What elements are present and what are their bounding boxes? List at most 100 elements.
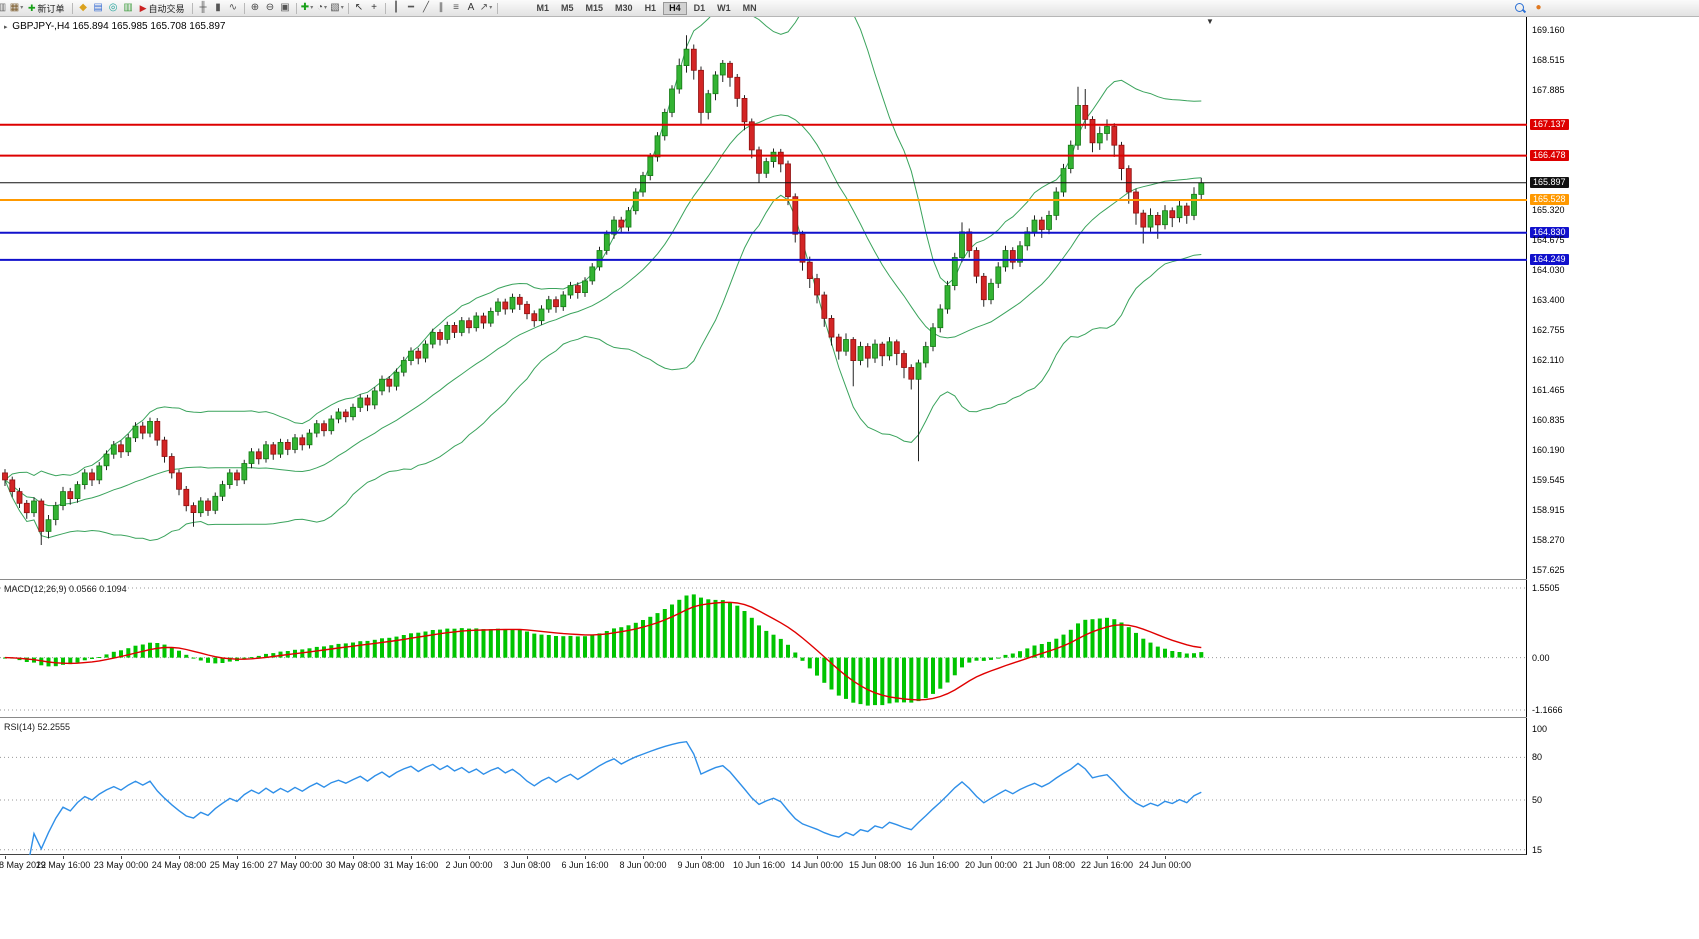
timeframe-h4[interactable]: H4 [663, 1, 687, 15]
time-axis-label: 24 May 08:00 [151, 860, 207, 870]
time-tick [121, 856, 122, 859]
time-tick [411, 856, 412, 859]
text-tool-icon[interactable]: A [467, 2, 475, 13]
price-axis-label: 160.190 [1532, 444, 1565, 455]
time-tick [469, 856, 470, 859]
price-axis-label: 159.545 [1532, 475, 1565, 486]
templates-icon[interactable]: ▧ ▾ [330, 2, 344, 13]
macd-canvas[interactable] [0, 580, 1527, 717]
zoom-out-icon[interactable]: ⊖ [265, 2, 275, 13]
terminal-icon[interactable]: ▥ [123, 2, 133, 13]
time-axis-label: 10 Jun 16:00 [732, 860, 786, 870]
price-axis-label: 162.755 [1532, 324, 1565, 335]
price-line-label: 165.897 [1530, 176, 1569, 188]
navigator-icon[interactable]: ◎ [108, 2, 118, 13]
timeframe-d1[interactable]: D1 [693, 2, 706, 13]
zoom-in-icon[interactable]: ⊕ [250, 2, 260, 13]
chart-shift-marker[interactable]: ▼ [1206, 17, 1214, 26]
window-list-icon[interactable]: ▥ [0, 2, 7, 13]
time-axis-label: 15 Jun 08:00 [848, 860, 902, 870]
time-tick [991, 856, 992, 859]
horizontal-line-icon[interactable]: ━ [407, 2, 415, 13]
data-window-icon[interactable]: ▤ [93, 2, 103, 13]
time-axis-label: 14 Jun 00:00 [790, 860, 844, 870]
time-axis-label: 16 Jun 16:00 [906, 860, 960, 870]
time-axis-label: 3 Jun 08:00 [503, 860, 551, 870]
price-axis[interactable]: 167.137 166.478 165.897 165.528 164.830 164.2… [1528, 17, 1699, 874]
candlestick-chart-icon[interactable]: ▮ [215, 2, 221, 13]
cursor-icon[interactable]: ↖ [354, 2, 364, 13]
macd-axis-label: -1.1666 [1532, 705, 1563, 715]
rsi-axis-label: 15 [1532, 844, 1543, 855]
time-tick [643, 856, 644, 859]
new-order-button[interactable]: ✚ 新订单 [24, 1, 69, 15]
time-tick [295, 856, 296, 859]
rsi-value: 52.2555 [37, 722, 71, 732]
price-axis-label: 168.515 [1532, 55, 1565, 66]
price-axis-label: 160.835 [1532, 414, 1565, 425]
rsi-axis-label: 80 [1532, 752, 1543, 763]
chart-plot-area[interactable]: ▸ GBPJPY-,H4 165.894 165.985 165.708 165… [0, 17, 1527, 870]
price-axis-label: 158.270 [1532, 534, 1565, 545]
autotrading-button-label: 自动交易 [148, 3, 185, 14]
time-tick [63, 856, 64, 859]
toolbar-separator [496, 2, 498, 14]
price-line-label: 166.478 [1530, 149, 1569, 161]
timeframe-m30[interactable]: M30 [615, 2, 633, 13]
vertical-line-icon[interactable]: ┃ [392, 2, 400, 13]
time-tick [353, 856, 354, 859]
toolbar-separator [191, 2, 193, 14]
timeframe-m1[interactable]: M1 [536, 2, 550, 13]
toolbar-separator [384, 2, 386, 14]
macd-histogram [3, 594, 1204, 706]
time-axis-label: 22 Jun 16:00 [1080, 860, 1134, 870]
time-axis-label: 18 May 2022 [0, 860, 47, 870]
line-chart-icon[interactable]: ∿ [228, 2, 238, 13]
toolbar-separator [243, 2, 245, 14]
symbol-period-label: GBPJPY-,H4 [12, 21, 70, 32]
crosshair-icon[interactable]: + [371, 2, 377, 13]
bar-chart-icon[interactable]: ╫ [199, 2, 207, 13]
trendline-icon[interactable]: ╱ [422, 2, 430, 13]
fibonacci-icon[interactable]: ≡ [453, 2, 459, 13]
time-tick [179, 856, 180, 859]
time-axis-label: 6 Jun 16:00 [561, 860, 609, 870]
price-axis-label: 164.030 [1532, 265, 1565, 276]
timeframe-mn[interactable]: MN [742, 2, 757, 13]
search-icon[interactable] [1513, 1, 1528, 15]
toolbar-separator [295, 2, 297, 14]
arrows-tool-icon[interactable]: ↗ ▾ [479, 2, 493, 13]
price-axis-label: 158.915 [1532, 504, 1565, 515]
periods-icon[interactable]: ◔ ▾ [316, 2, 328, 13]
time-axis-label: 30 May 08:00 [325, 860, 381, 870]
alerts-icon[interactable]: ● [1535, 2, 1542, 13]
time-axis-label: 2 Jun 00:00 [445, 860, 493, 870]
time-tick [1107, 856, 1108, 859]
autotrading-button-icon: ▶ [139, 2, 147, 13]
tile-windows-icon[interactable]: ▣ [280, 2, 290, 13]
price-line-label: 164.249 [1530, 253, 1569, 265]
timeframe-m5[interactable]: M5 [561, 2, 574, 13]
rsi-label: RSI(14) 52.2555 [4, 722, 70, 732]
chart-title-marker-icon: ▸ [4, 24, 8, 31]
new-chart-icon[interactable]: ▦ ▾ [9, 2, 24, 13]
time-tick [701, 856, 702, 859]
timeframe-buttons: M1 M5 M15 M30 H1 H4 D1 W1 MN [531, 1, 763, 15]
panel-separator[interactable] [0, 717, 1527, 718]
rsi-canvas[interactable] [0, 718, 1527, 855]
panel-separator[interactable] [0, 579, 1527, 580]
horizontal-lines [0, 123, 1527, 261]
time-axis-label: 8 Jun 00:00 [619, 860, 667, 870]
indicators-icon[interactable]: ✚ ▾ [300, 2, 314, 13]
time-tick [585, 856, 586, 859]
timeframe-h1[interactable]: H1 [644, 2, 657, 13]
market-watch-icon[interactable]: ◆ [79, 2, 87, 13]
timeframe-m15[interactable]: M15 [585, 2, 604, 13]
timeframe-w1[interactable]: W1 [717, 2, 731, 13]
autotrading-button[interactable]: ▶ 自动交易 [136, 1, 189, 15]
channel-icon[interactable]: ∥ [438, 2, 444, 13]
time-axis-label: 25 May 16:00 [209, 860, 265, 870]
main-chart-canvas[interactable] [0, 17, 1527, 579]
price-axis-label: 165.320 [1532, 204, 1565, 215]
